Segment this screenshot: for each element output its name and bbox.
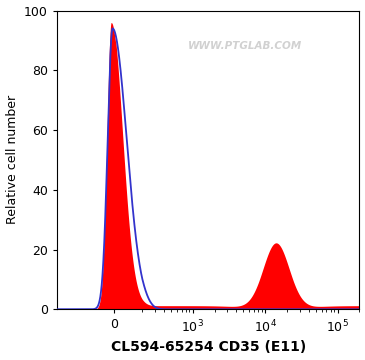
X-axis label: CL594-65254 CD35 (E11): CL594-65254 CD35 (E11) (111, 341, 306, 355)
Y-axis label: Relative cell number: Relative cell number (5, 95, 19, 225)
Text: WWW.PTGLAB.COM: WWW.PTGLAB.COM (187, 41, 301, 51)
